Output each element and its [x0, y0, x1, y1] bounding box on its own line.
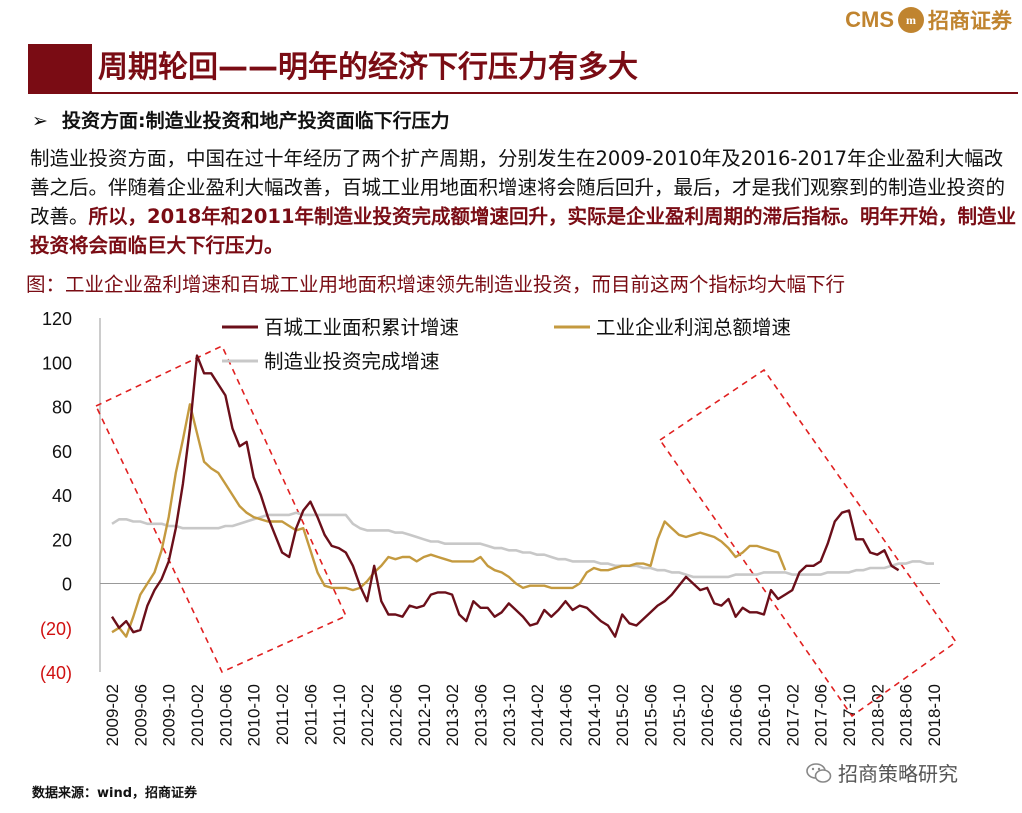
series-line [110, 354, 900, 638]
body-paragraph: 制造业投资方面，中国在过十年经历了两个扩产周期，分别发生在2009-2010年及… [30, 144, 1020, 260]
x-tick-label: 2010-06 [216, 684, 235, 746]
wechat-account-name: 招商策略研究 [838, 762, 958, 786]
x-tick-label: 2011-06 [301, 684, 320, 745]
x-tick-label: 2014-02 [528, 684, 547, 746]
x-tick-label: 2015-10 [670, 684, 689, 746]
bullet-arrow-icon: ➢ [32, 110, 48, 132]
y-tick-label: 40 [52, 486, 72, 506]
series-line [111, 511, 934, 579]
title-divider [28, 92, 1018, 94]
x-tick-label: 2016-10 [755, 684, 774, 746]
title-color-block [28, 44, 92, 92]
x-tick-label: 2017-10 [840, 684, 859, 746]
paragraph-bold-text: 所以，2018年和2011年制造业投资完成额增速回升，实际是企业盈利周期的滞后指… [30, 205, 1017, 257]
y-tick-label: 20 [52, 530, 72, 550]
figure-caption: 图：工业企业盈利增速和百城工业用地面积增速领先制造业投资，而目前这两个指标均大幅… [26, 273, 846, 296]
y-tick-label: 0 [62, 575, 72, 595]
y-tick-label: (20) [40, 619, 72, 639]
y-tick-label: 80 [52, 398, 72, 418]
chart-lines [110, 354, 934, 638]
x-tick-label: 2016-06 [727, 684, 746, 746]
page-title: 周期轮回——明年的经济下行压力有多大 [98, 50, 638, 85]
x-tick-label: 2018-02 [868, 684, 887, 746]
line-chart: 120 100 80 60 40 20 0 (20) (40) 2009-02 2009-06 200… [40, 309, 958, 746]
chart-annotations [94, 344, 958, 718]
paragraph-normal-text: 制造业投资方面，中国在过十年经历了两个扩产周期，分别发生在2009-2010年及… [30, 147, 1006, 228]
x-tick-label: 2016-02 [698, 684, 717, 746]
series-line [111, 403, 787, 638]
x-tick-label: 2012-10 [415, 684, 434, 746]
x-tick-label: 2018-06 [897, 684, 916, 746]
logo-mark-icon: m [898, 7, 924, 33]
x-tick-label: 2011-02 [273, 684, 292, 745]
x-tick-label: 2018-10 [925, 684, 944, 746]
x-tick-label: 2009-02 [103, 684, 122, 746]
legend-label: 百城工业面积累计增速 [264, 316, 459, 339]
x-tick-label: 2009-06 [131, 684, 150, 746]
x-tick-label: 2009-10 [160, 684, 179, 746]
section-bullet: ➢ 投资方面:制造业投资和地产投资面临下行压力 [32, 106, 450, 133]
x-tick-label: 2017-02 [783, 684, 802, 746]
x-tick-label: 2014-06 [557, 684, 576, 746]
wechat-icon [806, 762, 832, 784]
y-tick-label: 120 [42, 309, 72, 329]
x-tick-label: 2015-06 [642, 684, 661, 746]
x-tick-label: 2014-10 [585, 684, 604, 746]
x-tick-label: 2015-02 [613, 684, 632, 746]
highlight-box [94, 344, 348, 674]
bullet-text: 投资方面:制造业投资和地产投资面临下行压力 [62, 110, 450, 132]
x-tick-label: 2010-02 [188, 684, 207, 746]
data-source: 数据来源：wind，招商证券 [32, 786, 198, 801]
y-tick-label: (40) [40, 663, 72, 683]
y-tick-label: 60 [52, 442, 72, 462]
x-tick-label: 2011-10 [330, 684, 349, 745]
legend-label: 制造业投资完成增速 [264, 350, 440, 373]
chart-axes: 120 100 80 60 40 20 0 (20) (40) 2009-02 2009-06 200… [40, 309, 944, 746]
legend-label: 工业企业利润总额增速 [596, 316, 791, 339]
x-tick-label: 2017-06 [812, 684, 831, 746]
x-tick-label: 2010-10 [245, 684, 264, 746]
cms-logo: CMS m 招商证券 [845, 6, 1012, 34]
x-tick-label: 2013-02 [443, 684, 462, 746]
x-tick-label: 2012-02 [358, 684, 377, 746]
y-tick-label: 100 [42, 353, 72, 373]
highlight-box [658, 368, 958, 718]
x-tick-label: 2013-10 [500, 684, 519, 746]
logo-chinese-name: 招商证券 [928, 9, 1012, 33]
x-tick-label: 2013-06 [471, 684, 490, 746]
logo-text: CMS [845, 7, 894, 32]
wechat-watermark: 招商策略研究 [806, 758, 958, 787]
x-tick-label: 2012-06 [386, 684, 405, 746]
